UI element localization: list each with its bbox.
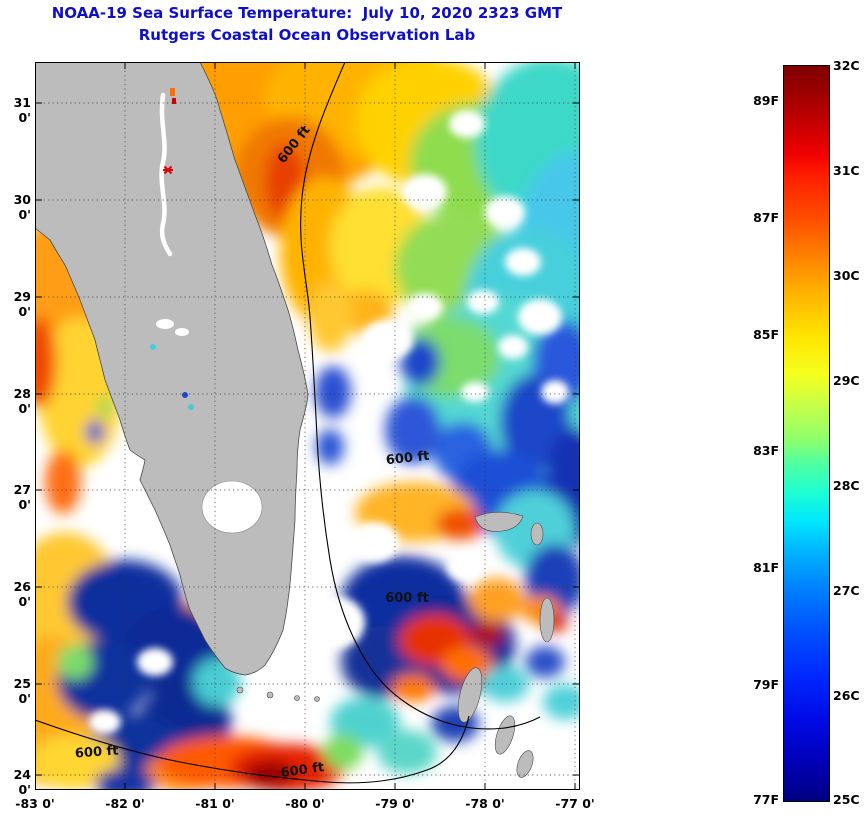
colorbar-f-label: 85F bbox=[753, 327, 779, 342]
contour-label: 600 ft bbox=[75, 744, 119, 762]
sst-field bbox=[35, 62, 580, 790]
y-tick-label: 25 0' bbox=[13, 676, 31, 706]
colorbar-f-label: 89F bbox=[753, 93, 779, 108]
x-tick-label: -81 0' bbox=[195, 796, 235, 811]
coast-hot-pixel bbox=[172, 98, 176, 104]
colorbar-f-label: 77F bbox=[753, 792, 779, 807]
map-plot: 600 ft 600 ft 600 ft 600 ft 600 ft bbox=[34, 61, 580, 790]
coast-hot-pixel bbox=[170, 88, 175, 96]
contour-label: 600 ft bbox=[385, 591, 429, 606]
y-tick-label: 30 0' bbox=[13, 192, 31, 222]
colorbar-c-label: 26C bbox=[833, 688, 860, 703]
islands bbox=[236, 511, 555, 778]
y-tick-label: 27 0' bbox=[13, 482, 31, 512]
cloud-mask bbox=[89, 110, 569, 734]
y-tick-label: 24 0' bbox=[13, 767, 31, 797]
colorbar-c-label: 32C bbox=[833, 58, 860, 73]
colorbar-c-label: 25C bbox=[833, 792, 860, 807]
colorbar-f-label: 79F bbox=[753, 677, 779, 692]
depth-contours bbox=[34, 61, 541, 784]
colorbar bbox=[783, 65, 830, 802]
x-tick-label: -80 0' bbox=[285, 796, 325, 811]
colorbar-c-label: 31C bbox=[833, 163, 860, 178]
x-tick-label: -79 0' bbox=[375, 796, 415, 811]
colorbar-c-label: 30C bbox=[833, 268, 860, 283]
contour-label: 600 ft bbox=[385, 449, 430, 468]
colorbar-f-label: 81F bbox=[753, 560, 779, 575]
y-tick-label: 29 0' bbox=[13, 289, 31, 319]
colorbar-c-label: 27C bbox=[833, 583, 860, 598]
y-tick-label: 31 0' bbox=[13, 95, 31, 125]
sst-map-canvas: 600 ft 600 ft 600 ft 600 ft 600 ft bbox=[34, 61, 580, 790]
x-tick-label: -77 0' bbox=[555, 796, 595, 811]
colorbar-c-label: 29C bbox=[833, 373, 860, 388]
river-cloud-streak bbox=[159, 92, 173, 257]
colorbar-f-label: 87F bbox=[753, 210, 779, 225]
colorbar-f-label: 83F bbox=[753, 443, 779, 458]
axis-ticks bbox=[35, 62, 580, 790]
figure-title: NOAA-19 Sea Surface Temperature: July 10… bbox=[51, 4, 563, 22]
y-tick-label: 28 0' bbox=[13, 386, 31, 416]
lake-okeechobee bbox=[201, 480, 263, 534]
x-tick-label: -83 0' bbox=[15, 796, 55, 811]
land-florida bbox=[34, 61, 309, 676]
station-marker-icon bbox=[163, 165, 173, 175]
plot-border bbox=[35, 62, 580, 790]
contour-label: 600 ft bbox=[280, 760, 325, 781]
colorbar-c-label: 28C bbox=[833, 478, 860, 493]
figure-subtitle: Rutgers Coastal Ocean Observation Lab bbox=[138, 26, 476, 44]
x-tick-label: -78 0' bbox=[465, 796, 505, 811]
y-tick-label: 26 0' bbox=[13, 579, 31, 609]
x-tick-label: -82 0' bbox=[105, 796, 145, 811]
